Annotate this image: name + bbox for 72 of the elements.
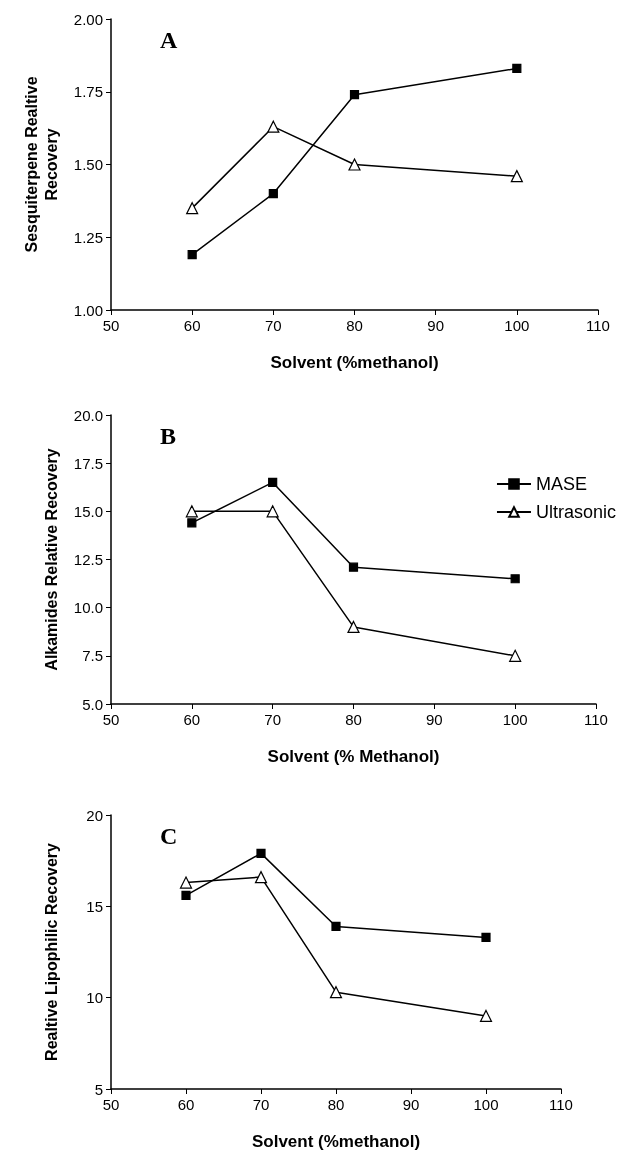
x-tick-label: 50: [102, 1096, 120, 1113]
legend-label: MASE: [535, 474, 587, 494]
point: [479, 1009, 493, 1023]
x-tick-label: 90: [402, 1096, 420, 1113]
y-tick-label: 17.5: [73, 454, 103, 472]
y-tick-label: 1.50: [73, 156, 103, 173]
x-tick-label: 80: [327, 1096, 345, 1113]
x-tick-label: 110: [584, 711, 608, 728]
point: [254, 871, 268, 884]
y-axis-title: Alkamides Relative Recovery: [42, 448, 60, 671]
y-tick-label: 1.75: [73, 83, 103, 101]
point: [510, 574, 520, 584]
point: [510, 170, 523, 183]
y-axis-title: Sesquiterpene Realtive Recovery: [22, 76, 60, 253]
x-tick-label: 100: [502, 711, 528, 728]
x-tick-label: 110: [586, 317, 610, 334]
y-tick-label: 7.5: [82, 647, 103, 665]
y-tick-label: 5.0: [82, 695, 103, 713]
y-tick-label: 10: [86, 989, 103, 1007]
point: [179, 876, 193, 889]
y-tick-label: 5: [94, 1080, 103, 1098]
x-tick-label: 110: [549, 1096, 573, 1113]
point: [266, 505, 279, 518]
chart-title: C: [160, 823, 178, 849]
x-tick-label: 70: [252, 1096, 270, 1113]
point: [256, 848, 266, 858]
x-tick-label: 50: [102, 317, 120, 334]
y-tick-label: 15: [86, 897, 103, 915]
point: [331, 921, 341, 932]
x-axis-title: Solvent (% Methanol): [267, 747, 440, 766]
x-tick-label: 60: [183, 317, 201, 334]
point: [268, 477, 278, 488]
x-tick-label: 80: [345, 711, 362, 728]
x-axis-title: Solvent (%methanol): [270, 353, 439, 372]
x-tick-label: 90: [427, 317, 445, 334]
y-tick-label: 20: [86, 806, 103, 824]
point: [187, 518, 197, 528]
point: [268, 189, 278, 199]
point: [329, 986, 343, 999]
point: [347, 620, 360, 634]
y-tick-label: 1.00: [73, 301, 103, 319]
point: [185, 505, 198, 518]
point: [187, 250, 197, 260]
point: [348, 562, 359, 572]
x-tick-label: 80: [346, 317, 363, 334]
point: [509, 649, 522, 662]
point: [186, 202, 199, 215]
x-tick-label: 70: [264, 317, 282, 334]
point: [181, 890, 191, 900]
y-tick-label: 2.00: [73, 10, 103, 28]
x-tick-label: 90: [425, 711, 443, 728]
y-tick-label: 12.5: [73, 551, 103, 568]
chart-title: B: [160, 423, 177, 449]
chart-title: A: [160, 27, 178, 53]
point: [267, 120, 280, 133]
point: [512, 63, 522, 74]
y-axis-title: Realtive Lipophilic Recovery: [42, 842, 60, 1061]
y-tick-label: 15.0: [73, 502, 103, 520]
point: [481, 932, 491, 942]
x-tick-label: 50: [102, 711, 120, 728]
point: [349, 90, 360, 100]
x-tick-label: 60: [183, 711, 201, 728]
x-tick-label: 70: [264, 711, 282, 728]
y-tick-label: 20.0: [73, 406, 103, 424]
x-tick-label: 100: [504, 317, 530, 334]
x-tick-label: 60: [177, 1096, 195, 1113]
legend-label: Ultrasonic: [535, 502, 617, 522]
y-tick-label: 1.25: [73, 228, 103, 246]
y-tick-label: 10.0: [73, 599, 103, 617]
point: [348, 158, 361, 171]
x-tick-label: 100: [473, 1096, 499, 1113]
x-axis-title: Solvent (%methanol): [251, 1132, 421, 1151]
